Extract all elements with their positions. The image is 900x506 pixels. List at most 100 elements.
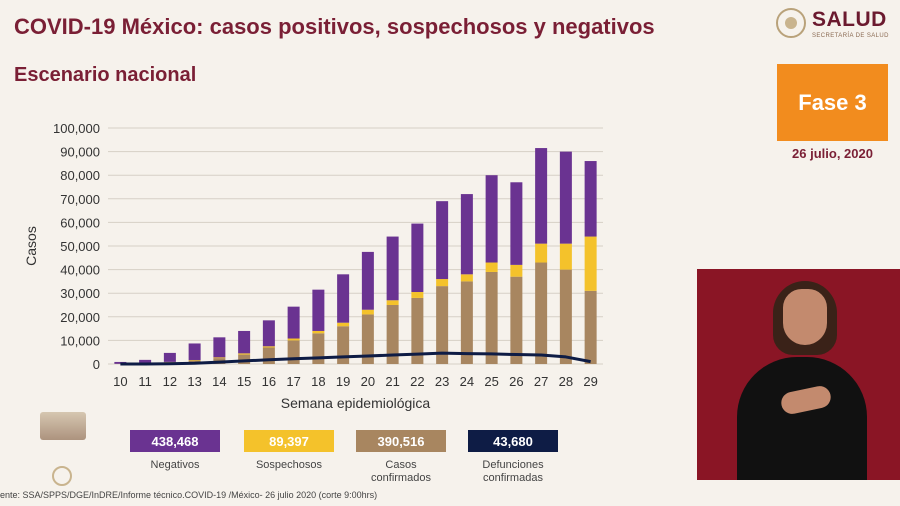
bar-segment [361, 314, 374, 364]
legend-confirmados-label: Casos confirmados [371, 459, 431, 484]
x-tick-label: 19 [336, 374, 350, 389]
bar-segment [460, 194, 473, 275]
bar-segment [584, 161, 597, 237]
bar-segment [510, 276, 523, 364]
y-tick-label: 10,000 [60, 333, 100, 348]
bar-segment [262, 320, 275, 347]
bar-segment [213, 337, 226, 358]
x-tick-label: 25 [484, 374, 498, 389]
logo-word: SALUD [812, 8, 887, 31]
bar-segment [139, 359, 152, 364]
legend-confirmados-value: 390,516 [356, 430, 446, 452]
bar-segment [238, 354, 251, 364]
x-tick-label: 24 [460, 374, 474, 389]
y-tick-label: 70,000 [60, 192, 100, 207]
page-title: COVID-19 México: casos positivos, sospec… [14, 14, 655, 39]
bar-segment [411, 297, 424, 364]
bar-segment [535, 148, 548, 244]
bar-segment [163, 352, 176, 362]
bar-segment [386, 300, 399, 305]
deaths-line [120, 351, 591, 366]
phase-badge: Fase 3 [777, 64, 888, 141]
x-tick-label: 26 [509, 374, 523, 389]
x-tick-label: 29 [583, 374, 597, 389]
x-tick-label: 10 [113, 374, 127, 389]
bar-segment [436, 286, 449, 364]
interpreter-head [783, 289, 827, 345]
y-tick-label: 20,000 [60, 310, 100, 325]
bar-segment [238, 330, 251, 354]
bar-segment [584, 290, 597, 364]
x-axis-label: Semana epidemiológica [281, 395, 431, 411]
bar-segment [559, 269, 572, 364]
bar-segment [262, 346, 275, 348]
y-tick-label: 100,000 [53, 121, 100, 136]
x-tick-label: 17 [286, 374, 300, 389]
bar-segment [337, 274, 350, 323]
bar-segment [584, 236, 597, 291]
legend-sospechosos-value: 89,397 [244, 430, 334, 452]
y-tick-label: 30,000 [60, 286, 100, 301]
bar-segment [485, 262, 498, 272]
bar-segment [361, 251, 374, 310]
bar-segment [535, 262, 548, 364]
bar-segment [411, 223, 424, 293]
source-footer: ente: SSA/SPPS/DGE/InDRE/Informe técnico… [0, 490, 378, 500]
sign-language-video [697, 269, 900, 480]
x-tick-label: 21 [385, 374, 399, 389]
page-subtitle: Escenario nacional [14, 64, 197, 86]
x-tick-label: 11 [138, 374, 152, 389]
bar-segment [411, 292, 424, 298]
bar-segment [559, 243, 572, 270]
x-tick-label: 27 [534, 374, 548, 389]
y-tick-label: 0 [93, 357, 100, 372]
bar-segment [510, 182, 523, 265]
y-tick-label: 40,000 [60, 263, 100, 278]
x-tick-label: 28 [559, 374, 573, 389]
x-tick-label: 23 [435, 374, 449, 389]
bar-segment [386, 236, 399, 301]
legend-negativos-label: Negativos [150, 459, 200, 471]
bar-segment [460, 281, 473, 364]
y-tick-label: 80,000 [60, 168, 100, 183]
x-tick-label: 16 [262, 374, 276, 389]
bar-segment [535, 243, 548, 263]
bar-segment [238, 353, 251, 355]
bar-segment [337, 326, 350, 364]
x-tick-label: 12 [163, 374, 177, 389]
seal-icon [52, 466, 72, 486]
legend-negativos-value: 438,468 [130, 430, 220, 452]
x-tick-label: 20 [361, 374, 375, 389]
bar-segment [361, 309, 374, 315]
x-tick-label: 18 [311, 374, 325, 389]
y-tick-label: 50,000 [60, 239, 100, 254]
bar-segment [510, 264, 523, 277]
x-tick-label: 13 [187, 374, 201, 389]
bar-segment [287, 338, 300, 341]
legend-defunciones-value: 43,680 [468, 430, 558, 452]
bar-segment [436, 201, 449, 280]
bar-segment [312, 330, 325, 334]
legend-defunciones-label: Defunciones confirmadas [482, 459, 544, 484]
x-tick-label: 15 [237, 374, 251, 389]
report-date: 26 julio, 2020 [792, 146, 873, 161]
x-tick-label: 22 [410, 374, 424, 389]
interpreter-body [737, 357, 867, 480]
bar-segment [337, 322, 350, 327]
bar-segment [312, 289, 325, 331]
x-tick-label: 14 [212, 374, 226, 389]
bar-segment [485, 271, 498, 364]
seal-icon [776, 8, 806, 38]
bar-segment [386, 305, 399, 364]
bar-segment [287, 306, 300, 339]
bar-segment [485, 175, 498, 263]
stacked-bar-chart: 0 10,000 20,000 30,000 40,000 50,000 60,000 70,… [23, 121, 603, 411]
institution-logo [40, 412, 86, 440]
y-tick-label: 60,000 [60, 215, 100, 230]
bar-segment [436, 279, 449, 287]
bar-segment [460, 274, 473, 282]
y-axis-label: Casos [23, 226, 39, 266]
bar-segment [188, 343, 201, 360]
bar-segment [262, 347, 275, 364]
logo-subtext: SECRETARÍA DE SALUD [812, 33, 889, 39]
